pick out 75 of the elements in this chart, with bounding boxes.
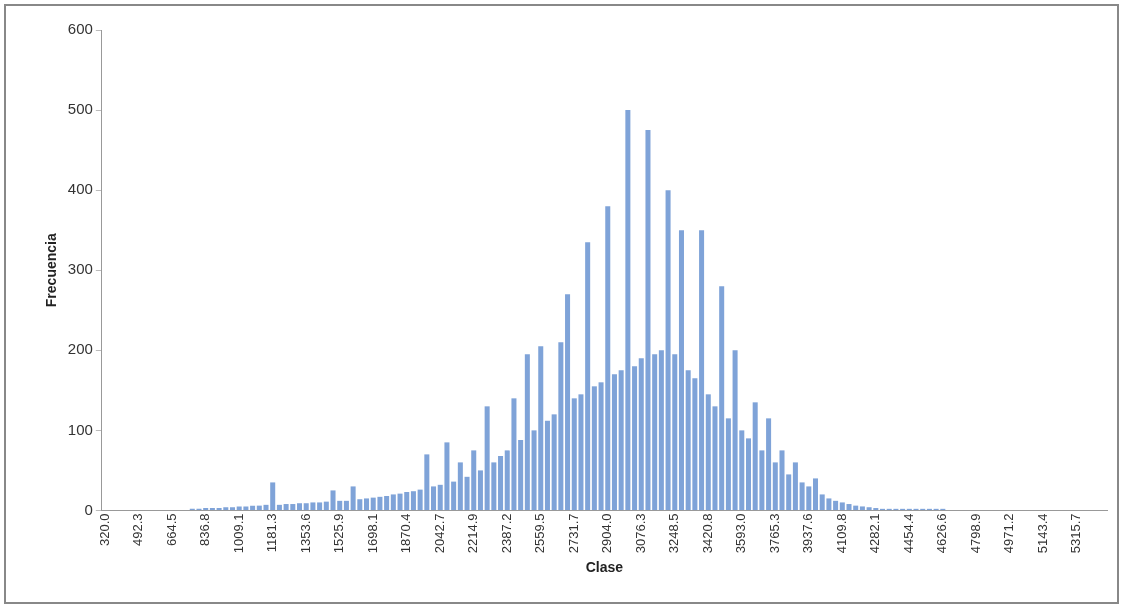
y-tick-label: 200 xyxy=(67,340,93,358)
x-tick-label: 1009.1 xyxy=(230,513,246,554)
bar xyxy=(766,418,772,510)
bar xyxy=(812,478,819,510)
x-tick-label: 3076.3 xyxy=(632,513,648,554)
x-tick-label: 492.3 xyxy=(130,513,146,546)
bar xyxy=(725,418,731,510)
x-axis-title: Clase xyxy=(585,559,624,576)
bar xyxy=(457,462,463,510)
bar xyxy=(591,386,597,510)
x-tick-label: 1525.9 xyxy=(331,513,347,554)
x-tick-label: 4454.4 xyxy=(900,513,916,554)
bar xyxy=(699,230,705,510)
bar xyxy=(323,501,329,510)
x-tick-label: 2387.2 xyxy=(498,513,514,554)
bar xyxy=(859,506,865,510)
bar xyxy=(498,455,504,510)
x-tick-label: 5315.7 xyxy=(1068,513,1084,554)
x-tick-label: 1353.6 xyxy=(297,513,313,554)
bar xyxy=(658,350,664,510)
x-tick-label: 664.5 xyxy=(163,513,179,546)
bar xyxy=(477,470,483,510)
x-tick-label: 836.8 xyxy=(197,513,213,546)
bar xyxy=(431,486,437,510)
x-tick-label: 2731.7 xyxy=(565,513,581,554)
y-tick-label: 400 xyxy=(67,180,93,198)
bar xyxy=(317,502,323,510)
y-tick-label: 600 xyxy=(67,20,93,38)
x-tick-label: 2042.7 xyxy=(431,513,447,554)
bar xyxy=(390,494,396,510)
bar xyxy=(297,503,303,510)
bar xyxy=(745,438,751,510)
bar xyxy=(544,420,550,510)
x-tick-label: 1181.3 xyxy=(264,513,280,553)
x-tick-label: 3593.0 xyxy=(733,513,749,554)
x-tick-label: 2559.5 xyxy=(532,513,548,554)
x-tick-label: 3248.5 xyxy=(666,513,682,554)
x-tick-label: 3937.6 xyxy=(800,513,816,554)
bar xyxy=(518,439,524,510)
x-tick-label: 2904.0 xyxy=(599,513,615,554)
bar xyxy=(611,374,617,510)
x-tick-label: 5143.4 xyxy=(1034,513,1050,554)
x-tick-label: 3420.8 xyxy=(699,513,715,554)
bar xyxy=(524,354,530,510)
x-tick-label: 1698.1 xyxy=(364,513,380,554)
x-tick-label: 3765.3 xyxy=(766,513,782,554)
x-tick-label: 4109.8 xyxy=(833,513,849,554)
bar xyxy=(652,354,658,510)
x-tick-label: 4282.1 xyxy=(867,513,883,554)
bar xyxy=(276,504,282,510)
y-tick-label: 0 xyxy=(84,500,93,518)
bar xyxy=(565,294,571,510)
y-tick-label: 500 xyxy=(67,100,93,118)
x-tick-label: 4626.6 xyxy=(934,513,950,554)
y-tick-label: 100 xyxy=(67,420,93,438)
bar xyxy=(632,366,638,510)
bar xyxy=(384,496,390,510)
x-tick-label: 320.0 xyxy=(96,513,112,546)
bar xyxy=(364,498,370,510)
bar xyxy=(719,286,725,510)
x-tick-label: 4971.2 xyxy=(1001,513,1017,554)
bar xyxy=(678,230,684,510)
bar xyxy=(343,500,349,510)
x-tick-label: 2214.9 xyxy=(465,513,481,554)
bar xyxy=(833,500,839,510)
bar xyxy=(792,462,798,510)
bar xyxy=(229,507,236,510)
y-axis-title: Frecuencia xyxy=(43,233,60,308)
bar xyxy=(451,481,457,510)
y-tick-label: 300 xyxy=(67,260,93,278)
bar xyxy=(585,242,591,510)
bar xyxy=(250,505,256,510)
x-tick-label: 1870.4 xyxy=(398,513,414,554)
bar xyxy=(410,491,416,510)
x-tick-label: 4798.9 xyxy=(967,513,983,554)
